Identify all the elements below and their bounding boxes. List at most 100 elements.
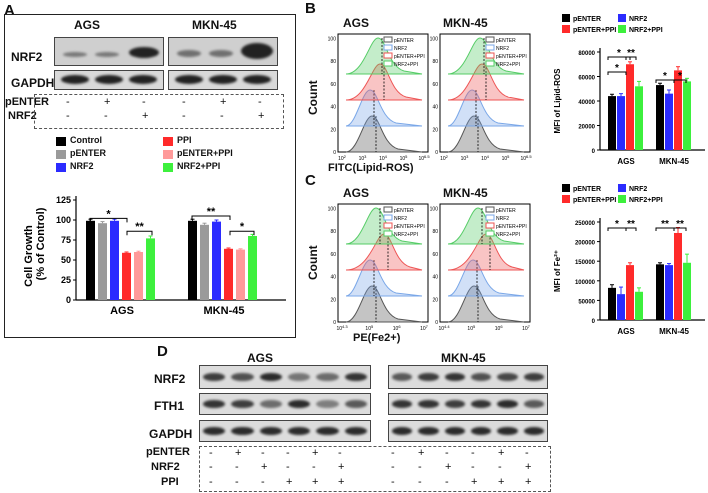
- blot-band: [288, 400, 311, 408]
- bar: [617, 96, 625, 150]
- panel-b-chart: pENTER NRF2 pENTER+PPI NRF2+PPI 0 20000 40000 6…: [553, 14, 705, 166]
- blot-band: [316, 400, 339, 408]
- sig-bracket: [607, 71, 627, 75]
- sign-nrf2: -: [66, 110, 70, 122]
- blot-band: [497, 427, 518, 435]
- y-tick-label: 200000: [575, 241, 596, 247]
- bar: [98, 223, 107, 300]
- bar: [212, 221, 221, 300]
- blot-band: [523, 373, 544, 381]
- bar: [656, 85, 664, 150]
- panel-c-ags-title: AGS: [343, 186, 370, 200]
- panel-d-nrf2-label: NRF2: [154, 372, 186, 386]
- legend-label: NRF2+PPI: [177, 161, 221, 171]
- bar: [188, 220, 197, 300]
- category-label: MKN-45: [204, 305, 245, 317]
- y-tick-label: 0: [592, 319, 596, 325]
- sig-ags-right: **: [135, 221, 144, 233]
- blot-band: [231, 400, 254, 408]
- legend-label: pENTER: [573, 186, 601, 193]
- sign-ppi: -: [391, 476, 395, 488]
- legend-label: NRF2: [70, 161, 94, 171]
- sign-ppi: +: [286, 476, 293, 488]
- panel-b-ags-title: AGS: [343, 16, 370, 30]
- sig-bracket: [673, 79, 687, 83]
- hist-x-tick: 105: [400, 154, 409, 162]
- hist-legend-label: pENTER: [394, 208, 414, 214]
- hist-x-tick: 107: [522, 324, 531, 332]
- hist-y-tick: 40: [330, 275, 336, 281]
- panel-d-blot: [199, 393, 371, 415]
- hist-x-tick: 104.3: [336, 324, 348, 332]
- legend-swatch: [56, 150, 66, 159]
- panel-a-nrf2-blot-ags: [54, 37, 164, 66]
- hist-y-tick: 40: [432, 275, 438, 281]
- bar: [635, 86, 643, 150]
- hist-x-tick: 106: [393, 324, 402, 332]
- sig-bracket: [673, 227, 687, 231]
- hist-y-tick: 0: [333, 320, 336, 326]
- y-tick-label: 250000: [575, 221, 596, 227]
- legend-swatch: [562, 25, 570, 33]
- bar: [248, 236, 257, 300]
- blot-band: [418, 400, 439, 408]
- y-tick-label: 150000: [575, 260, 596, 266]
- sign-nrf2: -: [391, 461, 395, 473]
- sign-nrf2: +: [445, 461, 452, 473]
- category-label: AGS: [617, 157, 635, 166]
- panel-a-mkn-title: MKN-45: [192, 18, 237, 32]
- legend-swatch: [562, 195, 570, 203]
- panel-a-nrf2-blot-mkn: [168, 37, 278, 66]
- sign-penter: +: [220, 96, 227, 108]
- hist-legend-swatch: [485, 230, 495, 237]
- hist-x-tick: 102: [338, 154, 347, 162]
- blot-band: [471, 373, 492, 381]
- sig-mkn-left: **: [207, 206, 216, 218]
- legend-label: NRF2: [629, 16, 647, 23]
- hist-legend-label: NRF2+PPI: [496, 232, 520, 238]
- hist-x-tick: 103: [359, 154, 368, 162]
- sig-mkn-left: *: [663, 71, 667, 82]
- panel-a-sign-box: [34, 94, 284, 129]
- sign-penter: -: [525, 447, 529, 459]
- hist-legend-label: pENTER+PPI: [394, 54, 425, 60]
- blot-band: [231, 373, 254, 381]
- hist-legend-swatch: [485, 52, 495, 59]
- blot-band: [288, 373, 311, 381]
- sig-bracket: [89, 217, 128, 223]
- sign-nrf2: +: [338, 461, 345, 473]
- hist-legend-label: pENTER+PPI: [394, 224, 425, 230]
- sign-penter: -: [338, 447, 342, 459]
- histogram-curve: [447, 115, 525, 153]
- hist-y-tick: 20: [330, 127, 336, 133]
- legend-label: NRF2+PPI: [629, 197, 663, 204]
- panel-a-nrf2-label: NRF2: [11, 50, 43, 64]
- bar: [200, 224, 209, 300]
- hist-x-tick: 106.5: [520, 154, 532, 162]
- hist-legend-label: NRF2: [394, 216, 407, 222]
- blot-band: [444, 427, 465, 435]
- sign-ppi: -: [209, 476, 213, 488]
- bar: [608, 96, 616, 150]
- legend-label: pENTER: [573, 16, 601, 23]
- hist-x-tick: 103: [461, 154, 470, 162]
- hist-legend-label: NRF2: [496, 216, 509, 222]
- blot-band: [288, 427, 311, 435]
- legend-swatch: [618, 25, 626, 33]
- sign-nrf2: +: [261, 461, 268, 473]
- histogram-curve: [345, 89, 423, 127]
- blot-band: [259, 427, 282, 435]
- hist-legend-swatch: [383, 60, 393, 67]
- blot-band: [203, 427, 226, 435]
- blot-band: [497, 400, 518, 408]
- hist-y-tick: 40: [330, 105, 336, 111]
- hist-legend-swatch: [383, 44, 393, 51]
- blot-band: [471, 400, 492, 408]
- hist-legend-swatch: [485, 36, 495, 43]
- legend-swatch: [618, 184, 626, 192]
- sign-penter: +: [312, 447, 319, 459]
- hist-legend-label: pENTER+PPI: [496, 224, 527, 230]
- panel-a-ags-title: AGS: [74, 18, 101, 32]
- hist-y-tick: 100: [430, 207, 439, 213]
- sign-ppi: -: [418, 476, 422, 488]
